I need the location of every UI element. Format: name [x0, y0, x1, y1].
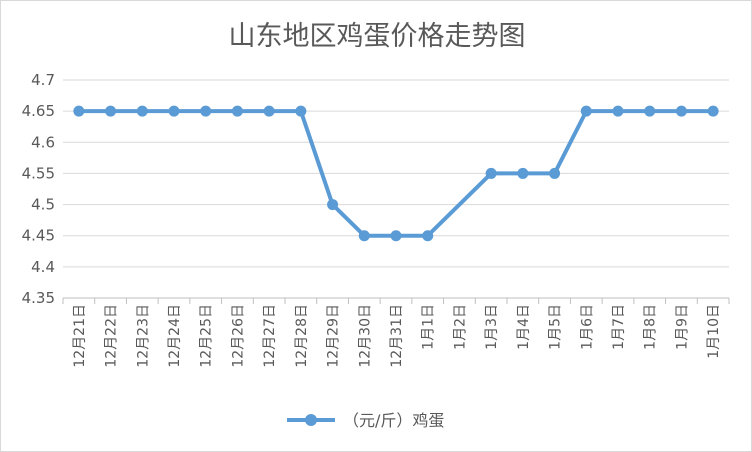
- y-tick-label: 4.4: [31, 258, 55, 276]
- x-tick-label: 1月4日: [516, 304, 532, 350]
- data-point[interactable]: [200, 105, 212, 117]
- legend[interactable]: （元/斤）鸡蛋: [287, 411, 444, 430]
- legend-point-marker: [305, 414, 317, 426]
- x-tick-label: 1月7日: [611, 304, 627, 350]
- y-tick-label: 4.35: [22, 289, 55, 307]
- x-tick-label: 1月1日: [421, 304, 437, 350]
- x-tick-label: 12月27日: [262, 304, 278, 368]
- y-tick-label: 4.7: [31, 71, 55, 89]
- data-point[interactable]: [168, 105, 180, 117]
- data-point[interactable]: [358, 230, 370, 242]
- x-tick-label: 12月31日: [389, 304, 405, 368]
- legend-label: （元/斤）鸡蛋: [343, 411, 444, 430]
- y-tick-label: 4.65: [22, 102, 55, 120]
- data-point[interactable]: [327, 199, 339, 211]
- data-point[interactable]: [675, 105, 687, 117]
- data-point[interactable]: [580, 105, 592, 117]
- y-tick-label: 4.6: [31, 133, 55, 151]
- data-point[interactable]: [549, 167, 561, 179]
- y-tick-label: 4.45: [22, 227, 55, 245]
- x-tick-label: 12月22日: [104, 304, 120, 368]
- data-point[interactable]: [422, 230, 434, 242]
- x-tick-label: 12月23日: [135, 304, 151, 368]
- data-point[interactable]: [263, 105, 275, 117]
- data-point[interactable]: [644, 105, 656, 117]
- data-point[interactable]: [390, 230, 402, 242]
- x-tick-label: 12月26日: [230, 304, 246, 368]
- y-tick-label: 4.5: [31, 196, 55, 214]
- data-point[interactable]: [517, 167, 529, 179]
- data-point[interactable]: [295, 105, 307, 117]
- data-point[interactable]: [136, 105, 148, 117]
- data-point[interactable]: [485, 167, 497, 179]
- data-point[interactable]: [73, 105, 85, 117]
- x-tick-label: 1月9日: [674, 304, 690, 350]
- x-tick-label: 1月10日: [706, 304, 722, 359]
- x-axis: [62, 297, 730, 304]
- x-tick-label: 12月21日: [72, 304, 88, 368]
- x-tick-label: 12月29日: [326, 304, 342, 368]
- data-point[interactable]: [231, 105, 243, 117]
- x-tick-label: 1月6日: [579, 304, 595, 350]
- data-point[interactable]: [612, 105, 624, 117]
- x-tick-label: 1月3日: [484, 304, 500, 350]
- x-tick-label: 12月28日: [294, 304, 310, 368]
- x-tick-label: 12月24日: [167, 304, 183, 368]
- series-layer: [73, 105, 719, 242]
- x-tick-label: 1月8日: [643, 304, 659, 350]
- data-point[interactable]: [105, 105, 117, 117]
- data-point[interactable]: [707, 105, 719, 117]
- y-tick-label: 4.55: [22, 164, 55, 182]
- y-axis-ticks: 4.35 4.4 4.45 4.5 4.55 4.6 4.65 4.7: [22, 71, 55, 307]
- x-axis-ticks: 12月21日 12月22日 12月23日 12月24日 12月25日 12月26日 12月2…: [72, 304, 722, 368]
- x-tick-label: 12月25日: [199, 304, 215, 368]
- x-tick-label: 12月30日: [357, 304, 373, 368]
- x-tick-label: 1月2日: [452, 304, 468, 350]
- x-tick-label: 1月5日: [548, 304, 564, 350]
- chart-title: 山东地区鸡蛋价格走势图: [229, 21, 526, 52]
